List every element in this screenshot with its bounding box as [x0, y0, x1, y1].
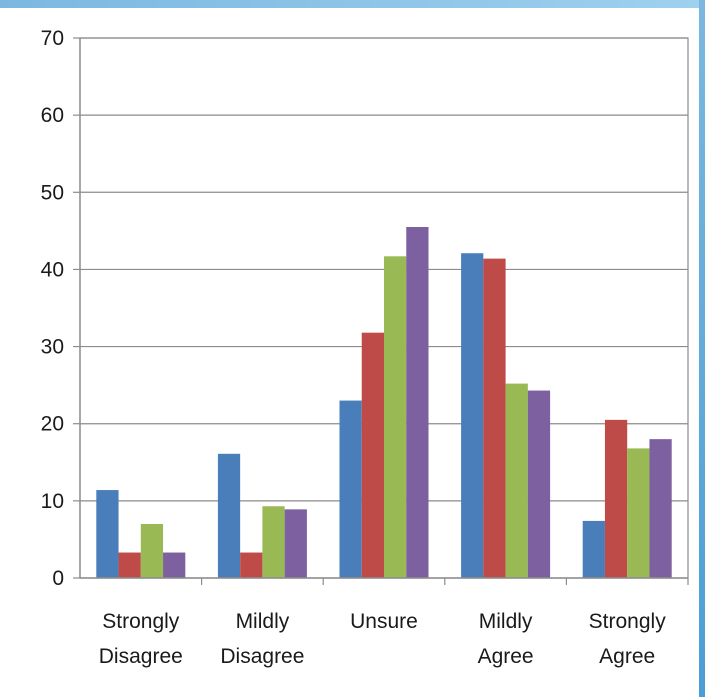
bars [96, 227, 672, 578]
bar-series2-cat2 [240, 552, 263, 578]
x-tick-label-3-line1: Unsure [350, 610, 418, 633]
bar-series3-cat1 [140, 524, 164, 578]
x-tick-label-2-line2: Disagree [220, 645, 304, 668]
y-tick-label-50: 50 [41, 181, 64, 204]
y-tick-label-70: 70 [41, 27, 64, 50]
bar-series4-cat5 [649, 439, 672, 578]
bar-series1-cat1 [96, 490, 119, 578]
bar-series1-cat2 [217, 453, 241, 578]
y-tick-label-10: 10 [41, 490, 64, 513]
bar-series2-cat5 [604, 419, 628, 578]
tick-labels: 0 10 20 30 40 50 60 70 Strongly Disagree Mildly Dis… [41, 27, 667, 668]
y-tick-label-60: 60 [41, 104, 64, 127]
bar-series1-cat4 [461, 253, 484, 578]
bar-series3-cat4 [505, 383, 528, 578]
y-tick-label-0: 0 [52, 567, 64, 590]
y-tick-label-20: 20 [41, 413, 64, 436]
bar-series4-cat2 [284, 509, 307, 578]
y-tick-label-40: 40 [41, 258, 64, 281]
bar-series4-cat1 [163, 552, 186, 578]
bar-series1-cat5 [582, 520, 605, 578]
bar-series3-cat2 [262, 506, 285, 578]
bar-series4-cat3 [406, 227, 429, 578]
bar-series4-cat4 [527, 390, 551, 578]
axes [73, 37, 689, 585]
window-right-border [699, 0, 705, 697]
bar-series3-cat3 [384, 256, 407, 578]
bar-series2-cat4 [483, 258, 506, 578]
x-tick-label-5-line2: Agree [599, 645, 655, 668]
bar-series1-cat3 [339, 400, 362, 578]
bar-series3-cat5 [627, 448, 650, 578]
x-tick-label-2-line1: Mildly [236, 610, 290, 633]
x-tick-label-4-line1: Mildly [479, 610, 533, 633]
x-tick-label-1-line1: Strongly [102, 610, 180, 633]
y-tick-label-30: 30 [41, 336, 64, 359]
bar-series2-cat1 [118, 552, 141, 578]
x-tick-label-1-line2: Disagree [99, 645, 183, 668]
x-tick-label-4-line2: Agree [478, 645, 534, 668]
bar-series2-cat3 [361, 332, 384, 578]
window-top-border [0, 0, 705, 8]
x-tick-label-5-line1: Strongly [589, 610, 667, 633]
